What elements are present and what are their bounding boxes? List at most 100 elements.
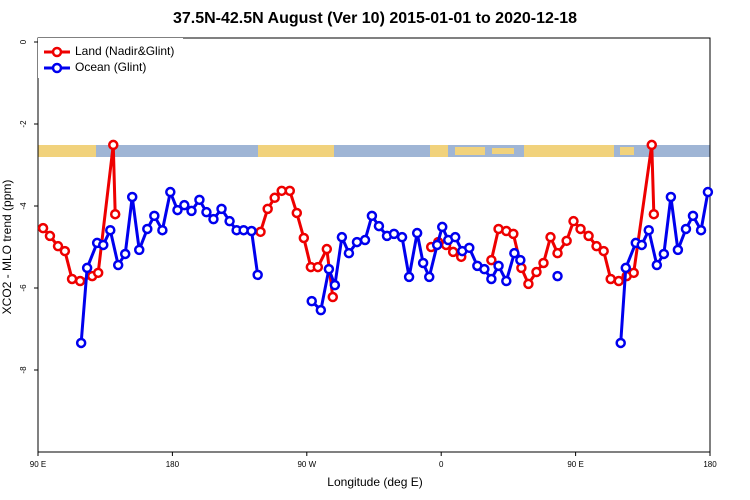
data-point: [224, 215, 235, 227]
y-tick-label: -4: [19, 202, 28, 210]
data-point: [628, 267, 639, 279]
data-point: [75, 337, 87, 349]
legend-marker: [51, 46, 63, 58]
data-point: [493, 260, 504, 272]
data-point: [109, 208, 121, 220]
data-point: [613, 275, 625, 287]
data-point: [149, 210, 160, 222]
data-point: [366, 210, 378, 222]
data-point: [66, 273, 78, 285]
data-point: [523, 278, 534, 290]
data-point: [298, 232, 310, 244]
data-point: [98, 239, 109, 251]
data-point: [598, 245, 609, 257]
data-point: [157, 224, 168, 236]
data-point: [531, 266, 542, 278]
data-point: [486, 254, 497, 266]
legend-box: [38, 38, 183, 78]
data-point: [672, 244, 684, 256]
x-tick-label: 0: [439, 460, 444, 469]
data-point: [343, 247, 355, 259]
x-axis-label: Longitude (deg E): [327, 475, 422, 489]
data-point: [687, 210, 699, 222]
data-point: [702, 186, 714, 198]
y-axis-label: XCO2 - MLO trend (ppm): [0, 180, 14, 315]
data-point: [396, 231, 408, 243]
data-point: [636, 239, 648, 251]
legend-label: Land (Nadir&Glint): [75, 44, 174, 58]
data-point: [359, 234, 371, 246]
data-point: [81, 262, 93, 274]
plot-frame: [37, 37, 711, 453]
data-point: [186, 205, 197, 217]
data-point: [583, 230, 594, 242]
y-tick-label: -6: [19, 284, 28, 292]
data-point: [447, 246, 459, 258]
data-point: [417, 257, 429, 269]
data-point: [262, 203, 273, 215]
y-tick-label: 0: [19, 39, 28, 44]
data-point: [620, 262, 632, 274]
data-point: [591, 240, 602, 252]
data-point: [643, 224, 655, 236]
data-point: [336, 231, 348, 243]
data-point: [194, 194, 205, 206]
data-point: [605, 273, 616, 285]
x-tick-label: 180: [703, 460, 717, 469]
x-tick-label: 180: [166, 460, 180, 469]
data-point: [284, 185, 296, 197]
data-point: [651, 259, 663, 271]
data-point: [327, 291, 339, 303]
data-point: [561, 235, 572, 247]
data-point: [545, 231, 556, 243]
data-point: [515, 254, 526, 266]
data-point: [321, 243, 333, 255]
data-point: [351, 236, 363, 248]
data-point: [172, 204, 183, 216]
data-point: [291, 207, 303, 219]
data-point: [323, 263, 335, 275]
data-point: [568, 215, 579, 227]
data-point: [133, 244, 145, 256]
data-point: [486, 273, 497, 285]
data-point: [388, 228, 400, 240]
data-point: [575, 223, 586, 235]
data-point: [449, 231, 461, 243]
data-point: [648, 208, 660, 220]
data-point: [431, 239, 443, 251]
data-point: [411, 227, 423, 239]
legend-marker: [51, 62, 63, 74]
data-point: [108, 139, 119, 151]
data-point: [59, 245, 71, 257]
data-point: [216, 203, 227, 215]
x-tick-label: 90 E: [30, 460, 46, 469]
data-point: [276, 185, 287, 197]
data-point: [695, 224, 707, 236]
data-point: [403, 271, 415, 283]
data-point: [538, 257, 549, 269]
data-point: [112, 259, 124, 271]
data-point: [464, 242, 475, 254]
data-point: [105, 224, 116, 236]
data-point: [179, 199, 190, 211]
data-point: [119, 248, 131, 260]
data-point: [436, 221, 448, 233]
data-point: [615, 337, 626, 349]
data-point: [646, 139, 658, 151]
data-point: [165, 186, 176, 198]
data-point: [142, 223, 153, 235]
data-point: [37, 222, 49, 234]
chart-title: 37.5N-42.5N August (Ver 10) 2015-01-01 t…: [173, 10, 577, 27]
data-point: [52, 240, 64, 252]
data-point: [552, 247, 563, 259]
data-point: [658, 248, 670, 260]
data-point: [680, 223, 692, 235]
data-point: [509, 247, 520, 259]
data-point: [252, 269, 263, 281]
legend-label: Ocean (Glint): [75, 60, 146, 74]
y-tick-label: -8: [19, 366, 28, 374]
data-point: [92, 267, 104, 279]
data-point: [665, 191, 677, 203]
data-point: [501, 275, 512, 287]
data-point: [74, 275, 86, 287]
